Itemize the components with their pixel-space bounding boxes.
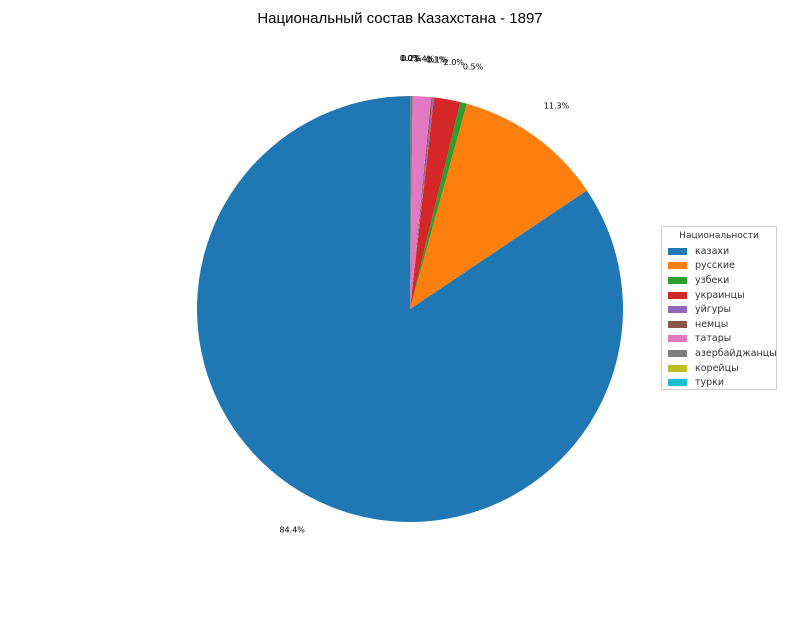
slice-label-0: 84.4% [279,525,305,534]
legend-title: Национальности [679,231,759,241]
slice-label-2: 0.5% [463,62,484,71]
slice-label-5: 0.1% [426,56,447,65]
pie-slice-6 [410,96,432,310]
legend: Национальности казахи русские узбеки украин… [661,226,777,390]
legend-item-6: татары [668,332,770,347]
pie-slice-3 [410,97,461,309]
chart-title: Национальный состав Казахстана - 1897 [257,10,543,27]
legend-label: турки [695,377,725,389]
legend-item-9: турки [668,375,770,390]
legend-swatch [668,349,687,357]
legend-label: корейцы [695,362,739,374]
legend-item-0: казахи [668,244,770,259]
legend-label: русские [695,260,735,272]
legend-label: украинцы [695,289,745,301]
pie-slice-7 [410,96,413,309]
legend-label: немцы [695,318,729,330]
legend-entries: казахи русские узбеки украинцы уйгуры немцы та… [668,244,777,390]
legend-label: татары [695,333,732,345]
legend-swatch [668,262,687,270]
legend-item-5: немцы [668,317,770,332]
legend-item-8: корейцы [668,361,770,376]
slice-label-9: 0.0% [400,54,421,63]
legend-item-7: азербайджанцы [668,346,777,361]
legend-swatch [668,291,687,299]
pie-slice-0 [197,96,624,522]
legend-item-3: украинцы [668,288,770,303]
slice-label-6: 1.4% [414,55,435,64]
legend-swatch [668,364,687,372]
slice-label-1: 11.3% [544,102,570,111]
legend-label: узбеки [695,274,730,286]
slice-label-4: 0.1% [427,56,448,65]
pie-slice-4 [410,97,435,310]
slice-label-7: 0.2% [401,54,422,63]
legend-item-1: русские [668,259,770,274]
legend-label: уйгуры [695,304,731,316]
pie-slice-5 [410,97,433,309]
legend-swatch [668,335,687,343]
legend-swatch [668,306,687,314]
legend-item-2: узбеки [668,273,770,288]
pie-slice-1 [410,103,587,309]
legend-swatch [668,247,687,255]
legend-label: азербайджанцы [695,347,777,359]
legend-swatch [668,379,687,387]
legend-swatch [668,276,687,284]
legend-item-4: уйгуры [668,302,770,317]
pie-slice-2 [410,102,467,309]
slice-label-3: 2.0% [444,58,465,67]
slice-label-8: 0.0% [400,54,421,63]
legend-swatch [668,320,687,328]
legend-label: казахи [695,245,730,257]
